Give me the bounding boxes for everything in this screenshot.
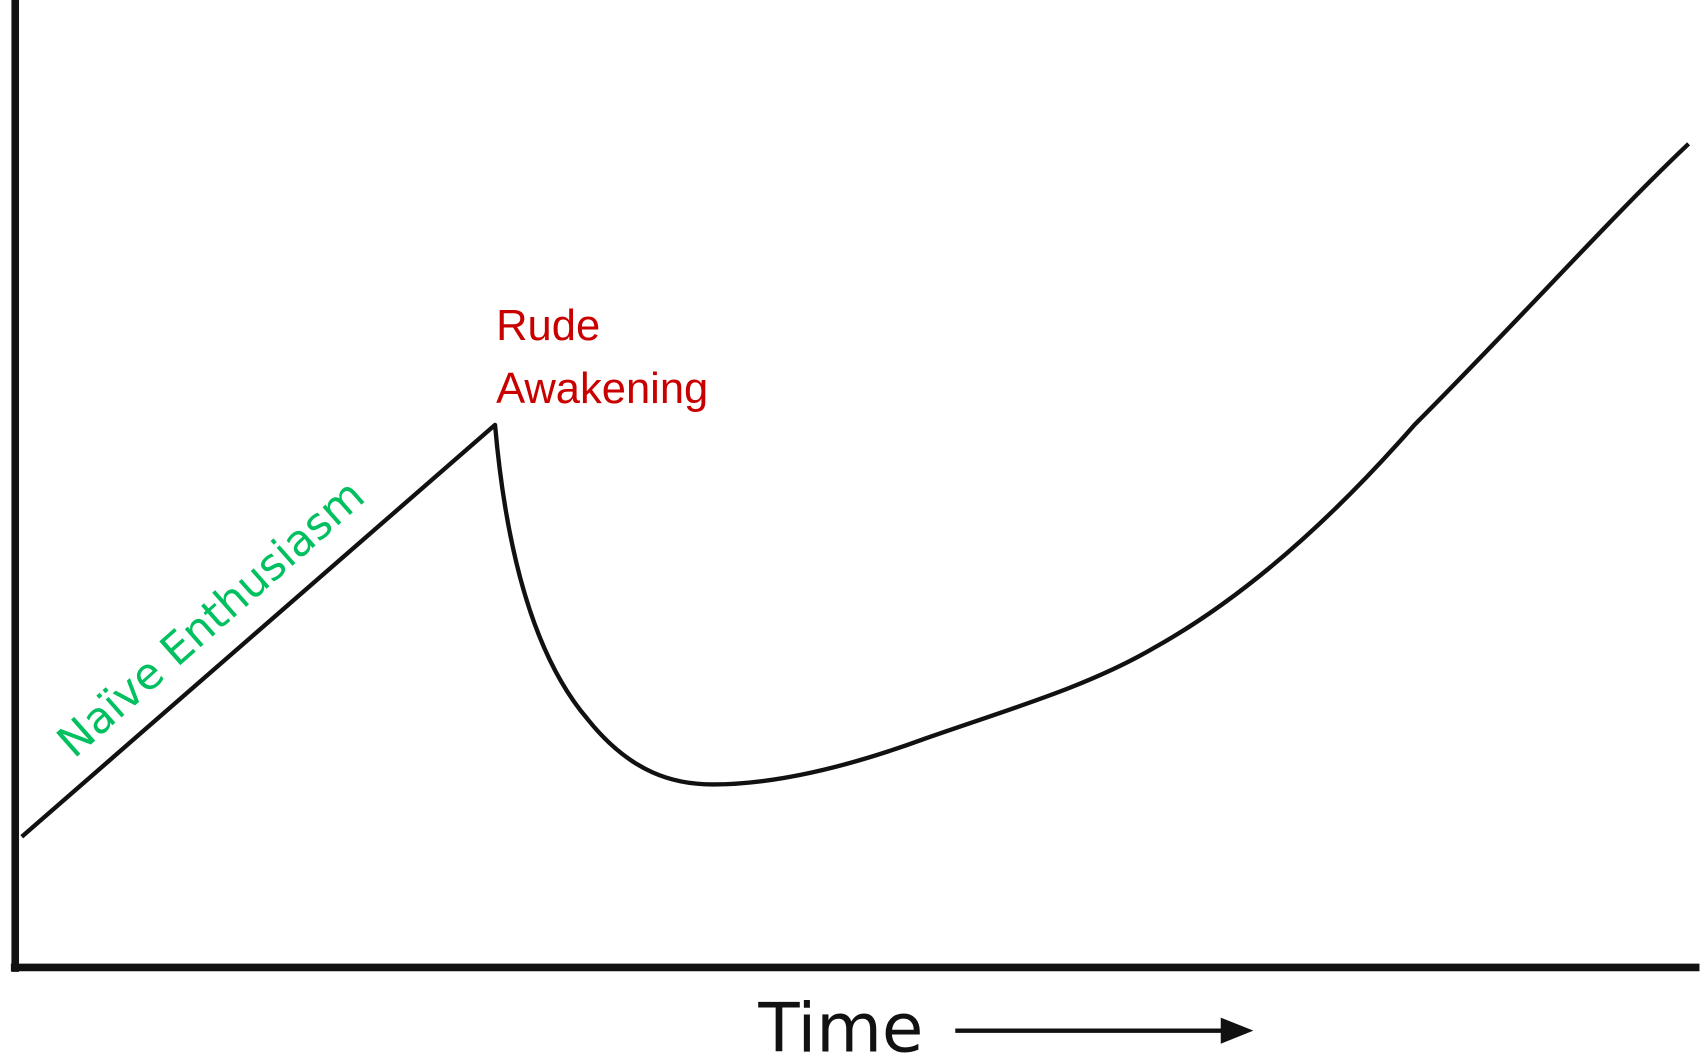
curve xyxy=(20,142,1691,839)
slope-label: Naïve Enthusiasm xyxy=(48,470,374,767)
time-arrow-head xyxy=(1220,1017,1254,1044)
x-axis-label: Time xyxy=(757,988,923,1059)
peak-label-line2: Awakening xyxy=(496,365,708,413)
peak-label-line1: Rude xyxy=(496,302,600,350)
